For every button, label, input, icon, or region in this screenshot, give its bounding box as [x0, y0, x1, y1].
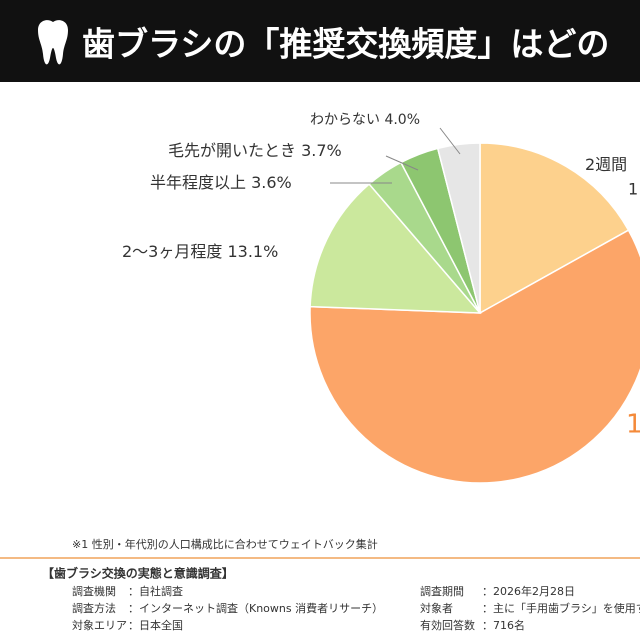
value-label: 4.0% — [384, 112, 420, 128]
survey-key: 調査機関 — [72, 584, 116, 598]
survey-value: ：2026年2月28日 — [482, 584, 575, 598]
category-label: 2〜3ヶ月程度 — [122, 242, 222, 261]
category-label: 半年程度以上 — [150, 173, 246, 192]
pie-slice — [309, 229, 640, 484]
chart-title: 歯ブラシの「推奨交換頻度」はどの — [82, 25, 609, 64]
survey-value: ：インターネット調査（Knowns 消費者リサーチ） — [128, 601, 383, 615]
category-label: 2週間 — [585, 155, 627, 174]
survey-value: ：主に「手用歯ブラシ」を使用す — [482, 601, 640, 615]
survey-heading: 【歯ブラシ交換の実態と意識調査】 — [42, 566, 234, 581]
survey-value: ：自社調査 — [128, 584, 183, 598]
value-label: 1 — [628, 180, 638, 199]
tooth-icon — [38, 20, 68, 65]
leader-line — [385, 155, 419, 171]
leader-line — [439, 127, 461, 155]
survey-key: 対象者 — [420, 601, 453, 615]
survey-value: ：716名 — [482, 618, 525, 632]
survey-key: 有効回答数 — [420, 618, 475, 632]
value-label: 13.1% — [227, 242, 278, 261]
pie-slice — [309, 183, 482, 314]
category-label: わからない — [310, 112, 380, 128]
slice-label: わからない 4.0% — [310, 112, 420, 128]
pie-slice — [479, 142, 630, 315]
title-banner — [0, 0, 640, 82]
survey-key: 調査方法 — [72, 601, 116, 615]
category-label: 毛先が開いたとき — [168, 141, 296, 160]
footnote: ※1 性別・年代別の人口構成比に合わせてウェイトバック集計 — [72, 537, 378, 551]
survey-key: 対象エリア — [72, 618, 127, 632]
slice-label: 2〜3ヶ月程度 13.1% — [122, 242, 278, 261]
pie-slice — [436, 142, 481, 314]
survey-value: ：日本全国 — [128, 618, 183, 632]
slice-label: 2週間 — [585, 155, 627, 174]
slice-label: 毛先が開いたとき 3.7% — [168, 141, 342, 160]
value-label: 3.6% — [251, 173, 292, 192]
value-label: 1 — [626, 410, 640, 440]
survey-key: 調査期間 — [420, 584, 464, 598]
value-label: 3.7% — [301, 141, 342, 160]
slice-label: 半年程度以上 3.6% — [150, 173, 292, 192]
